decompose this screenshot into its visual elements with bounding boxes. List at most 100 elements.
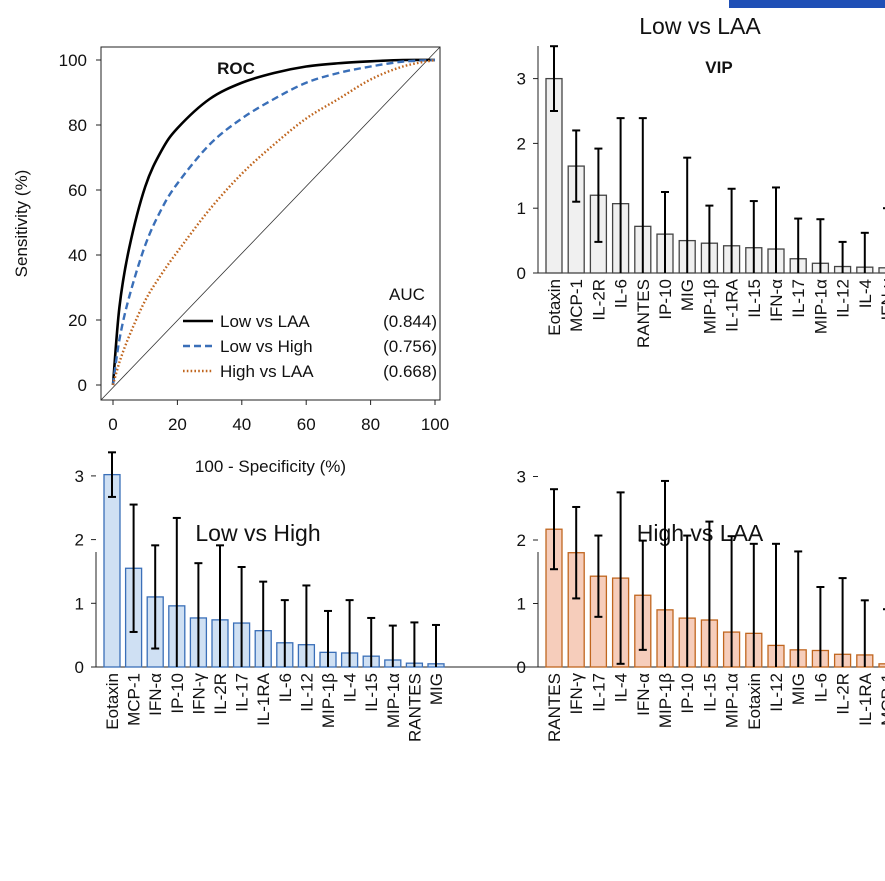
roc-curve-2 xyxy=(111,58,436,386)
bar-y-tick-label: 3 xyxy=(517,70,526,89)
roc-panel: 0 20 40 60 80 100 0 20 40 60 80 100 100 - Specificit… xyxy=(12,46,449,476)
roc-plot-frame xyxy=(100,46,441,401)
roc-y-tick-label: 60 xyxy=(68,181,87,200)
roc-curve-1 xyxy=(111,58,436,386)
bar-category-label-8: MIP-1α xyxy=(723,673,742,728)
bar-y-tick-label: 2 xyxy=(75,531,84,550)
bar-category-label-9: Eotaxin xyxy=(745,673,764,730)
roc-y-tick-label: 0 xyxy=(78,376,87,395)
roc-title: ROC xyxy=(217,59,255,78)
roc-legend-auc: (0.668) xyxy=(383,362,437,381)
roc-x-tick-label: 40 xyxy=(232,415,251,434)
bar-category-label-9: IL-15 xyxy=(745,279,764,318)
bar-category-label-12: MIP-1α xyxy=(811,279,830,334)
roc-y-tick-label: 40 xyxy=(68,246,87,265)
bar-category-label-10: MIP-1β xyxy=(319,673,338,728)
bar-y-tick-label: 1 xyxy=(517,595,526,614)
publisher-banner xyxy=(729,0,885,8)
bar-category-label-2: IL-17 xyxy=(589,673,608,712)
roc-x-tick-label: 20 xyxy=(168,415,187,434)
bar-category-label-12: IL-6 xyxy=(811,673,830,702)
high-vs-laa-panel: High vs LAA 0 1 2 3 RANTES IFN-γ IL-17 IL-4 IFN-α… xyxy=(517,468,885,742)
bar-category-label-14: IL-4 xyxy=(856,279,875,308)
bar-category-label-5: MIP-1β xyxy=(656,673,675,728)
bar-category-label-1: MCP-1 xyxy=(567,279,586,332)
roc-x-axis-label: 100 - Specificity (%) xyxy=(195,457,346,476)
roc-legend-label: High vs LAA xyxy=(220,362,314,381)
bar-y-tick-label: 2 xyxy=(517,531,526,550)
bar-category-label-5: IP-10 xyxy=(656,279,675,320)
bar-y-tick-label: 2 xyxy=(517,134,526,153)
bar-category-label-8: IL-6 xyxy=(276,673,295,702)
bar-category-label-7: IL-15 xyxy=(700,673,719,712)
bar-category-label-13: MIP-1α xyxy=(384,673,403,728)
bar-y-tick-label: 1 xyxy=(75,594,84,613)
bar-category-label-15: IFN-γ xyxy=(878,279,885,321)
bar-category-label-9: IL-12 xyxy=(297,673,316,712)
bar-0 xyxy=(103,473,121,668)
bar-category-label-10: IL-12 xyxy=(767,673,786,712)
roc-y-axis-label: Sensitivity (%) xyxy=(12,170,31,278)
bar-category-label-0: Eotaxin xyxy=(545,279,564,336)
roc-y-tick-label: 20 xyxy=(68,311,87,330)
bar-category-label-0: RANTES xyxy=(545,673,564,742)
roc-x-tick-label: 80 xyxy=(361,415,380,434)
bar-y-tick-label: 1 xyxy=(517,199,526,218)
roc-y-tick-label: 80 xyxy=(68,116,87,135)
bar-y-tick-label: 0 xyxy=(75,658,84,677)
bar-panel-title: Low vs High xyxy=(195,520,320,546)
bar-category-label-5: IL-2R xyxy=(211,673,230,715)
bar-y-tick-label: 3 xyxy=(75,467,84,486)
bar-y-tick-label: 0 xyxy=(517,658,526,677)
bar-category-label-13: IL-2R xyxy=(834,673,853,715)
bar-category-label-11: MIG xyxy=(789,673,808,705)
bar-category-label-4: RANTES xyxy=(634,279,653,348)
bar-y-tick-label: 0 xyxy=(517,264,526,283)
bar-category-label-0: Eotaxin xyxy=(103,673,122,730)
bar-category-label-7: IL-1RA xyxy=(254,672,273,726)
bar-category-label-1: IFN-γ xyxy=(567,673,586,715)
bar-category-label-1: MCP-1 xyxy=(125,673,144,726)
roc-legend-auc: (0.756) xyxy=(383,337,437,356)
bar-category-label-11: IL-4 xyxy=(341,673,360,702)
bar-category-label-6: MIG xyxy=(678,279,697,311)
bar-category-label-2: IL-2R xyxy=(589,279,608,321)
bar-category-label-7: MIP-1β xyxy=(700,279,719,334)
bar-category-label-15: MIG xyxy=(427,673,446,705)
bar-category-label-3: IL-4 xyxy=(612,673,631,702)
bar-15 xyxy=(878,267,885,274)
roc-curve-0 xyxy=(111,58,436,386)
roc-legend-label: Low vs High xyxy=(220,337,313,356)
bar-panel-title: Low vs LAA xyxy=(639,13,761,39)
bar-category-label-13: IL-12 xyxy=(834,279,853,318)
roc-x-tick-label: 60 xyxy=(297,415,316,434)
roc-x-tick-label: 0 xyxy=(108,415,117,434)
bar-category-label-2: IFN-α xyxy=(146,673,165,716)
bar-category-label-12: IL-15 xyxy=(362,673,381,712)
roc-legend-title: AUC xyxy=(389,285,425,304)
bar-category-label-6: IL-17 xyxy=(233,673,252,712)
roc-legend-label: Low vs LAA xyxy=(220,312,310,331)
bar-category-label-14: IL-1RA xyxy=(856,672,875,726)
roc-y-tick-label: 100 xyxy=(59,51,87,70)
roc-x-tick-label: 100 xyxy=(421,415,449,434)
bar-category-label-10: IFN-α xyxy=(767,279,786,322)
bar-category-label-6: IP-10 xyxy=(678,673,697,714)
bar-category-label-15: MCP-1 xyxy=(878,673,885,726)
bar-category-label-8: IL-1RA xyxy=(723,278,742,332)
bar-15 xyxy=(878,663,885,668)
roc-legend-auc: (0.844) xyxy=(383,312,437,331)
bar-category-label-3: IP-10 xyxy=(168,673,187,714)
low-vs-laa-panel: Low vs LAA VIP 0 1 2 3 Eotaxin MCP-1 IL-2R IL-6 RA… xyxy=(517,13,885,348)
bar-category-label-14: RANTES xyxy=(405,673,424,742)
bar-panel-inner-title: VIP xyxy=(705,58,732,77)
bar-category-label-4: IFN-γ xyxy=(189,673,208,715)
bar-category-label-4: IFN-α xyxy=(634,673,653,716)
bar-y-tick-label: 3 xyxy=(517,468,526,487)
roc-reference-diagonal xyxy=(100,46,441,401)
bar-category-label-11: IL-17 xyxy=(789,279,808,318)
bar-panel-title: High vs LAA xyxy=(637,520,764,546)
bar-category-label-3: IL-6 xyxy=(612,279,631,308)
